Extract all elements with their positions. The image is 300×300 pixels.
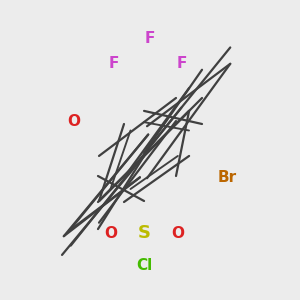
Text: Br: Br <box>217 170 236 185</box>
Text: S: S <box>138 224 151 242</box>
Text: F: F <box>109 56 119 71</box>
Text: Cl: Cl <box>136 259 152 274</box>
Text: F: F <box>176 56 187 71</box>
Text: F: F <box>145 31 155 46</box>
Text: O: O <box>67 113 80 128</box>
Text: O: O <box>171 226 184 241</box>
Text: O: O <box>104 226 117 241</box>
